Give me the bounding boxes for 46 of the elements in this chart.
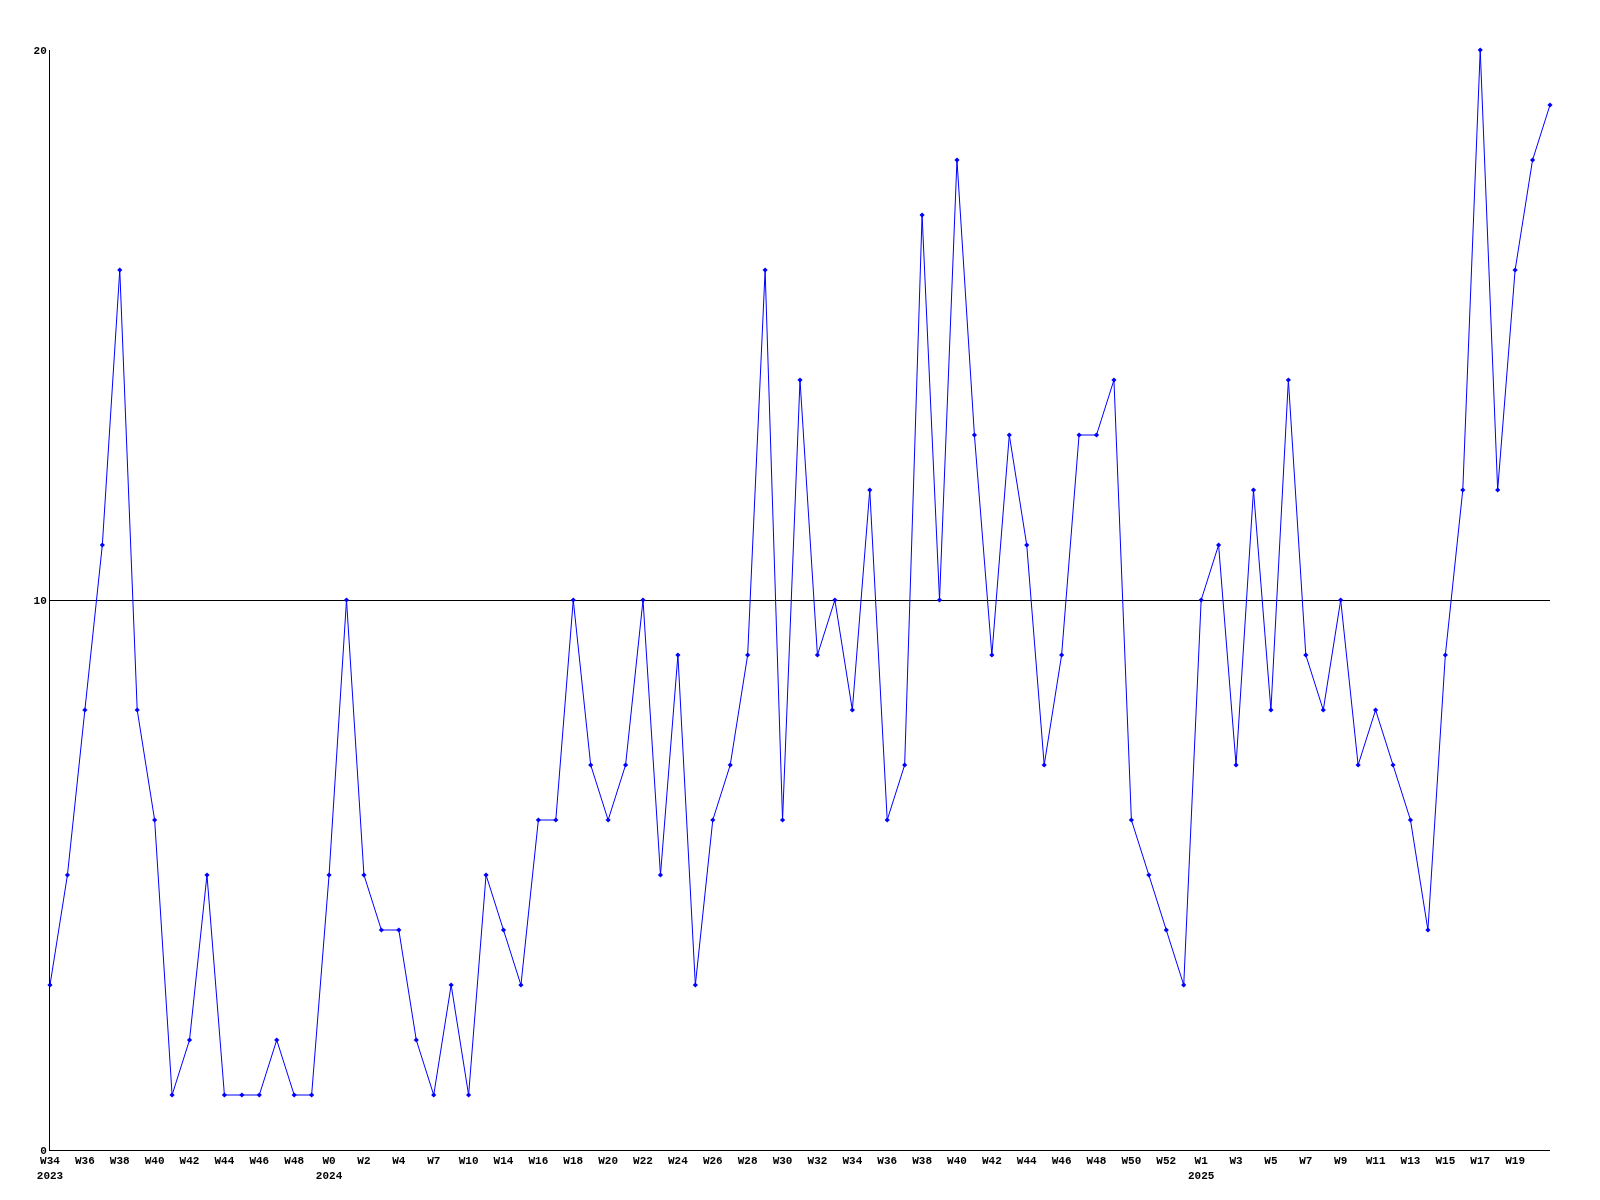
x-tick-label: W32 <box>807 1155 828 1168</box>
x-tick-label: W36 <box>877 1155 898 1168</box>
x-tick-label: W42 <box>981 1155 1002 1168</box>
x-tick-label: W17 <box>1470 1155 1491 1168</box>
x-tick-label: W2 <box>357 1155 371 1168</box>
x-tick-label: W52 <box>1156 1155 1177 1168</box>
x-tick-label: W7 <box>427 1155 441 1168</box>
x-tick-label: W14 <box>493 1155 514 1168</box>
y-tick-label: 20 <box>33 44 47 57</box>
x-tick-label: W44 <box>1016 1155 1038 1168</box>
x-tick-label: W3 <box>1229 1155 1244 1168</box>
x-tick-label: W10 <box>458 1155 479 1168</box>
x-tick-label: W28 <box>737 1155 758 1168</box>
y-tick-label: 0 <box>40 1144 47 1157</box>
x-tick-label: W20 <box>598 1155 619 1168</box>
x-tick-label: W46 <box>249 1155 270 1168</box>
x-tick-label: W7 <box>1299 1155 1313 1168</box>
x-tick-label: W30 <box>772 1155 793 1168</box>
x-tick-label: W44 <box>214 1155 235 1168</box>
x-tick-label: W22 <box>633 1155 653 1168</box>
x-tick-label: W15 <box>1435 1155 1456 1168</box>
x-tick-label: W13 <box>1400 1155 1421 1168</box>
x-tick-label: W48 <box>1086 1155 1107 1168</box>
x-tick-label: W11 <box>1365 1155 1386 1168</box>
x-tick-label: W34 2023 <box>36 1155 64 1182</box>
x-tick-label: W34 <box>842 1155 863 1168</box>
x-tick-label: W38 <box>109 1155 131 1168</box>
x-tick-label: W5 <box>1264 1155 1278 1168</box>
x-tick-label: W4 <box>392 1155 406 1168</box>
x-tick-label: W42 <box>179 1155 200 1168</box>
x-tick-label: W38 <box>912 1155 933 1168</box>
x-tick-label: W36 <box>74 1155 95 1168</box>
x-tick-label: W40 <box>144 1155 165 1168</box>
x-tick-label: W9 <box>1334 1155 1348 1168</box>
x-tick-label: W46 <box>1051 1155 1072 1168</box>
x-tick-label: W1 2025 <box>1187 1155 1215 1182</box>
x-tick-label: W40 <box>947 1155 967 1168</box>
y-tick-label: 10 <box>33 594 47 607</box>
x-tick-label: W19 <box>1505 1155 1526 1168</box>
x-tick-label: W50 <box>1121 1155 1142 1168</box>
x-tick-label: W24 <box>668 1155 689 1168</box>
x-tick-label: W16 <box>528 1155 549 1168</box>
x-tick-label: W48 <box>284 1155 305 1168</box>
x-tick-label: W0 2024 <box>315 1155 343 1182</box>
x-tick-label: W26 <box>702 1155 723 1168</box>
x-tick-label: W18 <box>563 1155 584 1168</box>
